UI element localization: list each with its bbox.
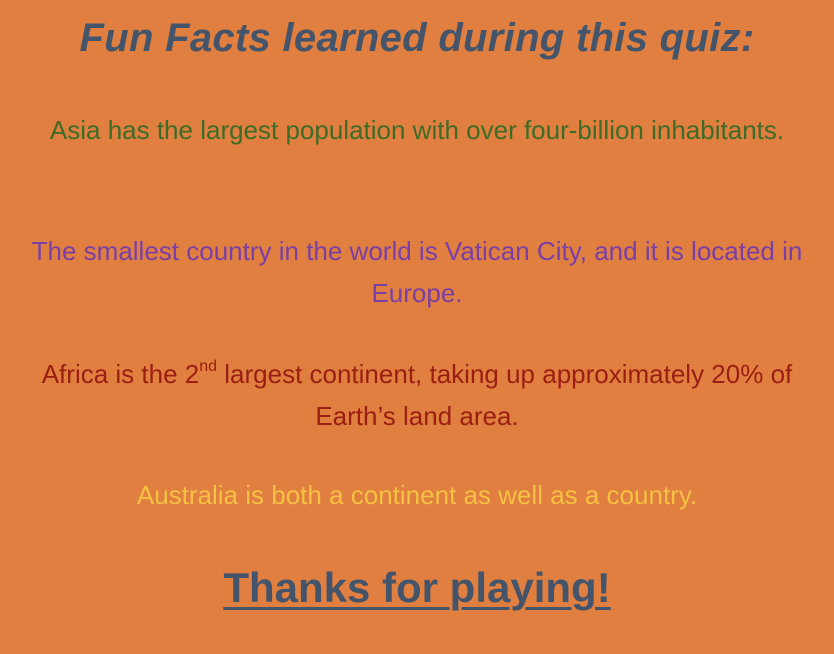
fact-africa: Africa is the 2nd largest continent, tak… — [10, 353, 824, 437]
fact-asia: Asia has the largest population with ove… — [49, 115, 785, 145]
fact-australia: Australia is both a continent as well as… — [136, 480, 698, 510]
fact-africa-text-end: largest continent, taking up approximate… — [217, 359, 793, 431]
closing-message: Thanks for playing! — [223, 564, 611, 611]
slide-title: Fun Facts learned during this quiz: — [79, 16, 755, 60]
fact-africa-ordinal-suffix: nd — [199, 358, 218, 375]
fact-vatican: The smallest country in the world is Vat… — [31, 236, 803, 308]
fact-africa-text-start: Africa is the 2 — [41, 359, 200, 389]
